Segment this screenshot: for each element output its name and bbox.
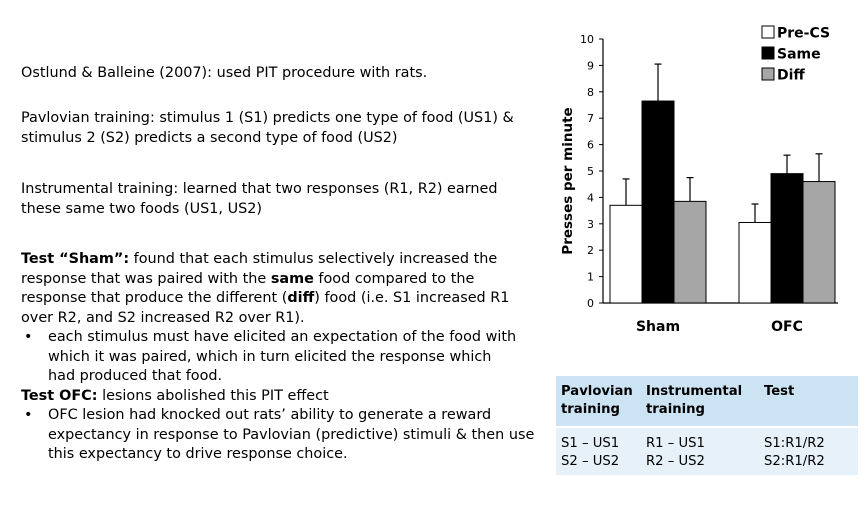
cell-line: S1 – US1 xyxy=(561,436,620,451)
y-tick-label: 5 xyxy=(587,165,594,178)
y-tick-label: 8 xyxy=(587,86,594,99)
cell-line: S2:R1/R2 xyxy=(764,454,825,469)
bullet-expectation-text: each stimulus must have elicited an expe… xyxy=(48,329,517,384)
sham-text-2: food compared to the response that produ… xyxy=(21,270,475,307)
y-tick-label: 3 xyxy=(587,218,594,231)
y-tick-label: 2 xyxy=(587,244,594,257)
bullet-ofc-text: OFC lesion had knocked out rats’ ability… xyxy=(48,407,535,462)
y-tick-label: 9 xyxy=(587,59,594,72)
citation-text: Ostlund & Balleine (2007): used PIT proc… xyxy=(21,65,428,81)
x-category-label: OFC xyxy=(771,319,803,335)
legend-swatch xyxy=(761,67,775,81)
cell-line: R1 – US1 xyxy=(646,436,705,451)
pavlovian-text: Pavlovian training: stimulus 1 (S1) pred… xyxy=(21,110,514,146)
bullet-expectation: • each stimulus must have elicited an ex… xyxy=(21,328,518,387)
y-tick-label: 6 xyxy=(587,139,594,152)
training-design-table: Pavlovian training Instrumental training… xyxy=(556,376,858,475)
pit-bar-chart: 0 1 2 3 4 5 6 7 8 9 10 Presses per minute Sham OFC Pre… xyxy=(560,25,838,335)
legend-swatch xyxy=(761,46,775,60)
header-pavlovian: Pavlovian training xyxy=(556,376,641,427)
sham-text-1: found that each stimulus selectively inc… xyxy=(21,251,498,287)
sham-paragraph: Test “Sham”: found that each stimulus se… xyxy=(21,250,541,328)
x-category-label: Sham xyxy=(636,319,680,335)
bar-ofc-same xyxy=(770,173,804,304)
sham-text-3: ) food (i.e. S1 increased R1 over R2, an… xyxy=(21,290,510,326)
pavlovian-paragraph: Pavlovian training: stimulus 1 (S1) pred… xyxy=(21,109,541,148)
ofc-text: lesions abolished this PIT effect xyxy=(97,387,329,404)
y-tick-label: 0 xyxy=(587,297,594,310)
legend-swatch xyxy=(761,25,775,39)
cell-line: S2 – US2 xyxy=(561,454,620,469)
y-axis-label: Presses per minute xyxy=(560,107,576,254)
table-cell: S1:R1/R2 S2:R1/R2 xyxy=(759,426,858,475)
legend-label: Diff xyxy=(777,68,805,84)
diff-word: diff xyxy=(287,290,315,306)
y-tick-label: 1 xyxy=(587,271,594,284)
ofc-paragraph: Test OFC: lesions abolished this PIT eff… xyxy=(21,387,541,407)
header-test: Test xyxy=(759,376,858,427)
table-cell: R1 – US1 R2 – US2 xyxy=(641,426,759,475)
slide-text: Ostlund & Balleine (2007): used PIT proc… xyxy=(21,64,541,84)
bar-ofc-pre-cs xyxy=(738,221,772,304)
bar-sham-diff xyxy=(673,200,707,304)
table-header-row: Pavlovian training Instrumental training… xyxy=(556,376,858,427)
bullet-marker: • xyxy=(24,329,33,345)
legend-label: Same xyxy=(777,47,821,63)
header-instrumental: Instrumental training xyxy=(641,376,759,427)
y-tick-label: 4 xyxy=(587,191,594,204)
table-cell: S1 – US1 S2 – US2 xyxy=(556,426,641,475)
bar-ofc-diff xyxy=(802,181,836,304)
y-tick-label: 7 xyxy=(587,112,594,125)
instrumental-text: Instrumental training: learned that two … xyxy=(21,181,498,217)
sham-label: Test “Sham”: xyxy=(21,251,130,267)
cell-line: R2 – US2 xyxy=(646,454,705,469)
y-tick-label: 10 xyxy=(580,33,594,46)
same-word: same xyxy=(270,270,314,287)
bullet-ofc-lesion: • OFC lesion had knocked out rats’ abili… xyxy=(21,406,538,465)
bar-sham-same xyxy=(641,100,675,304)
cell-line: S1:R1/R2 xyxy=(764,436,825,451)
bullet-marker: • xyxy=(24,407,33,423)
ofc-label: Test OFC: xyxy=(21,387,98,404)
results-section: Test “Sham”: found that each stimulus se… xyxy=(21,250,541,465)
table-row: S1 – US1 S2 – US2 R1 – US1 R2 – US2 S1:R… xyxy=(556,426,858,475)
legend-label: Pre-CS xyxy=(777,26,830,42)
instrumental-paragraph: Instrumental training: learned that two … xyxy=(21,180,541,219)
bar-sham-pre-cs xyxy=(609,204,643,304)
